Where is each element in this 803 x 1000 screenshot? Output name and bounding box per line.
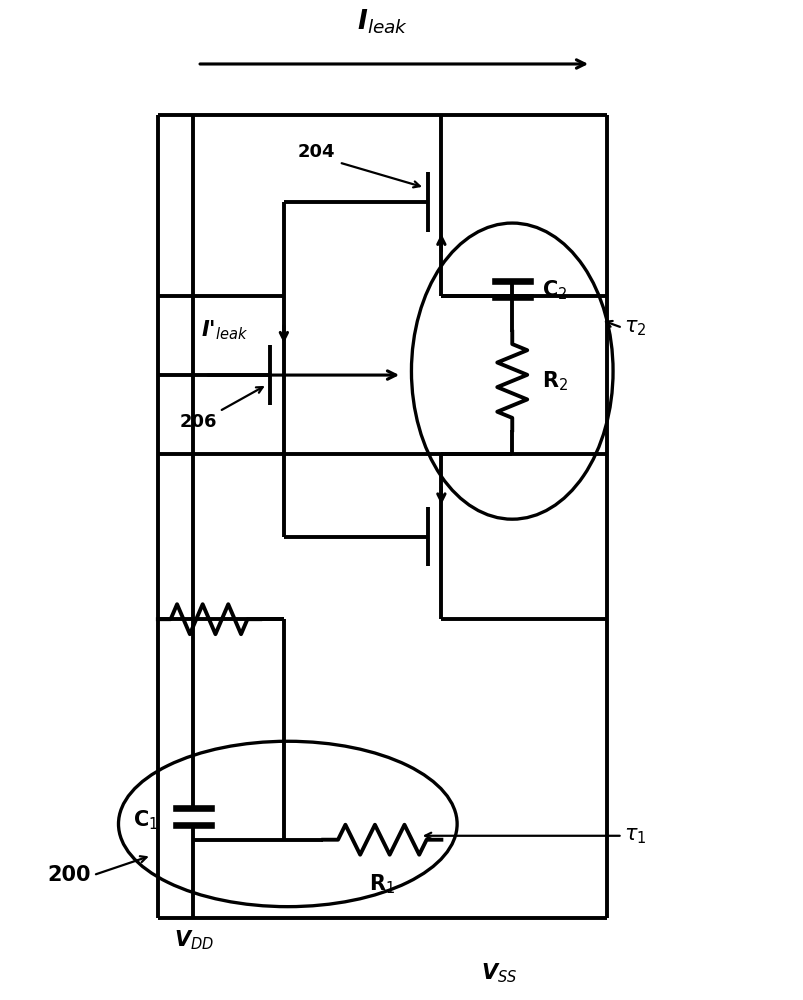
- Text: C$_2$: C$_2$: [541, 278, 567, 302]
- Text: 200: 200: [47, 865, 91, 885]
- Text: R$_2$: R$_2$: [541, 369, 568, 393]
- Text: R$_1$: R$_1$: [369, 873, 395, 896]
- Text: 206: 206: [179, 413, 217, 431]
- Text: C$_1$: C$_1$: [133, 808, 158, 832]
- Text: V$_{DD}$: V$_{DD}$: [173, 928, 214, 952]
- Text: I'$_{leak}$: I'$_{leak}$: [201, 318, 248, 342]
- Text: V$_{SS}$: V$_{SS}$: [480, 962, 516, 985]
- Text: 204: 204: [297, 143, 335, 161]
- Text: I$_{leak}$: I$_{leak}$: [357, 8, 407, 36]
- Text: $\tau_2$: $\tau_2$: [623, 318, 646, 338]
- Text: $\tau_1$: $\tau_1$: [623, 826, 646, 846]
